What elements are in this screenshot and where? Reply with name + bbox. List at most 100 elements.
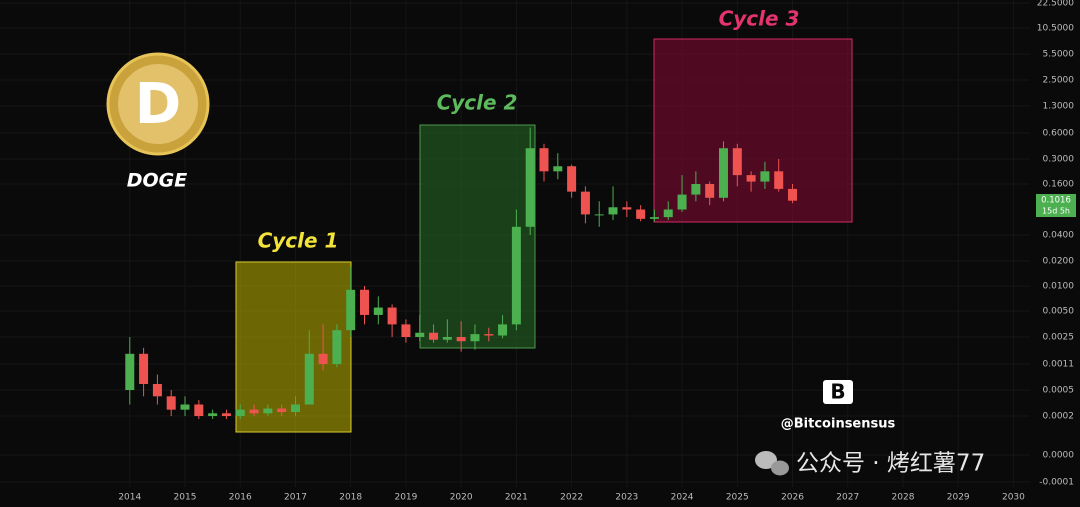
x-tick-label: 2020 xyxy=(450,493,473,503)
coin-d: D xyxy=(135,72,181,137)
x-tick-label: 2028 xyxy=(892,493,915,503)
y-tick-label: 0.0100 xyxy=(1043,282,1075,292)
countdown: 15d 5h xyxy=(1042,207,1070,216)
candle-body xyxy=(705,184,715,198)
candle-body xyxy=(594,214,604,216)
y-tick-label: -0.0001 xyxy=(1039,478,1074,488)
cycle-label: Cycle 2 xyxy=(437,91,518,115)
candle-body xyxy=(691,184,701,195)
candle-body xyxy=(263,408,273,414)
candle-body xyxy=(332,330,342,364)
x-tick-label: 2026 xyxy=(781,493,804,503)
candle-body xyxy=(553,166,563,172)
b-mark xyxy=(823,380,853,404)
x-tick-label: 2023 xyxy=(615,493,638,503)
candles xyxy=(125,127,798,419)
watermark: 公众号 · 烤红薯77 xyxy=(796,451,985,477)
x-tick-label: 2018 xyxy=(339,493,362,503)
cycle-boxes xyxy=(235,38,853,433)
candle-body xyxy=(346,289,356,331)
candle-body xyxy=(166,396,176,410)
y-tick-label: 0.0050 xyxy=(1043,307,1075,317)
x-tick-label: 2017 xyxy=(284,493,307,503)
doge-logo: D xyxy=(106,52,210,156)
candle-body xyxy=(180,404,190,410)
y-tick-label: 0.0025 xyxy=(1043,333,1075,343)
candle-body xyxy=(290,404,300,413)
candle-body xyxy=(663,209,673,218)
y-tick-label: 22.5000 xyxy=(1037,0,1074,9)
x-tick-label: 2022 xyxy=(560,493,583,503)
candle-body xyxy=(498,324,508,336)
candle-body xyxy=(718,148,728,198)
candle-body xyxy=(360,289,370,315)
candle-body xyxy=(429,332,439,340)
y-tick-label: 0.0000 xyxy=(1043,451,1075,461)
y-tick-label: 2.5000 xyxy=(1043,76,1075,86)
x-tick-label: 2024 xyxy=(671,493,694,503)
candle-body xyxy=(318,353,328,364)
x-tick-label: 2019 xyxy=(394,493,417,503)
candle-body xyxy=(249,409,259,414)
candle-body xyxy=(152,383,162,397)
x-tick-label: 2027 xyxy=(836,493,859,503)
candle-body xyxy=(732,148,742,176)
logo-label: DOGE xyxy=(127,170,188,192)
y-tick-label: 0.0200 xyxy=(1043,257,1075,267)
candle-body xyxy=(139,353,149,384)
candle-body xyxy=(208,413,218,416)
y-tick-label: 0.0011 xyxy=(1043,360,1075,370)
candle-body xyxy=(235,409,245,416)
y-tick-label: 10.5000 xyxy=(1037,24,1074,34)
y-tick-label: 0.0002 xyxy=(1043,412,1075,422)
bubble xyxy=(755,451,777,469)
candle-body xyxy=(580,191,590,215)
cycle-1-box xyxy=(235,261,352,433)
cycle-label: Cycle 1 xyxy=(258,229,339,253)
candle-body xyxy=(567,166,577,192)
candle-body xyxy=(677,194,687,210)
x-tick-label: 2014 xyxy=(118,493,141,503)
y-tick-label: 0.3000 xyxy=(1043,155,1075,165)
price-label-box xyxy=(1036,194,1076,217)
x-tick-label: 2015 xyxy=(174,493,197,503)
candle-body xyxy=(649,217,659,219)
candle-body xyxy=(125,353,135,390)
candle-body xyxy=(746,175,756,182)
x-tick-label: 2025 xyxy=(726,493,749,503)
candle-body xyxy=(470,334,480,342)
candle-body xyxy=(608,207,618,215)
candle-body xyxy=(539,148,549,172)
y-tick-label: 0.6000 xyxy=(1043,129,1075,139)
candle-body xyxy=(788,188,798,201)
y-tick-label: 0.0400 xyxy=(1043,231,1075,241)
x-tick-label: 2029 xyxy=(947,493,970,503)
candle-body xyxy=(415,332,425,337)
candle-body xyxy=(456,337,466,342)
candle-body xyxy=(525,148,535,227)
last-price: 0.1016 xyxy=(1041,196,1071,206)
cycle-label: Cycle 3 xyxy=(719,7,800,31)
cycle-3-box xyxy=(653,38,853,223)
x-tick-label: 2021 xyxy=(505,493,528,503)
candle-body xyxy=(484,334,494,336)
candle-body xyxy=(277,408,287,413)
b-letter: B xyxy=(830,380,845,404)
candle-body xyxy=(774,171,784,189)
candle-body xyxy=(304,353,314,405)
y-tick-label: 1.3000 xyxy=(1043,102,1075,112)
candle-body xyxy=(387,307,397,325)
y-tick-label: 0.0005 xyxy=(1043,386,1075,396)
candle-body xyxy=(636,209,646,219)
x-tick-label: 2016 xyxy=(229,493,252,503)
candle-body xyxy=(511,226,521,325)
b-logo: B xyxy=(823,380,853,404)
y-tick-label: 0.1600 xyxy=(1043,180,1075,190)
coin-inner xyxy=(118,64,198,144)
candle-body xyxy=(760,171,770,182)
candle-body xyxy=(622,207,632,210)
candle-body xyxy=(194,404,204,416)
x-tick-label: 2030 xyxy=(1002,493,1025,503)
bubble xyxy=(771,460,789,476)
